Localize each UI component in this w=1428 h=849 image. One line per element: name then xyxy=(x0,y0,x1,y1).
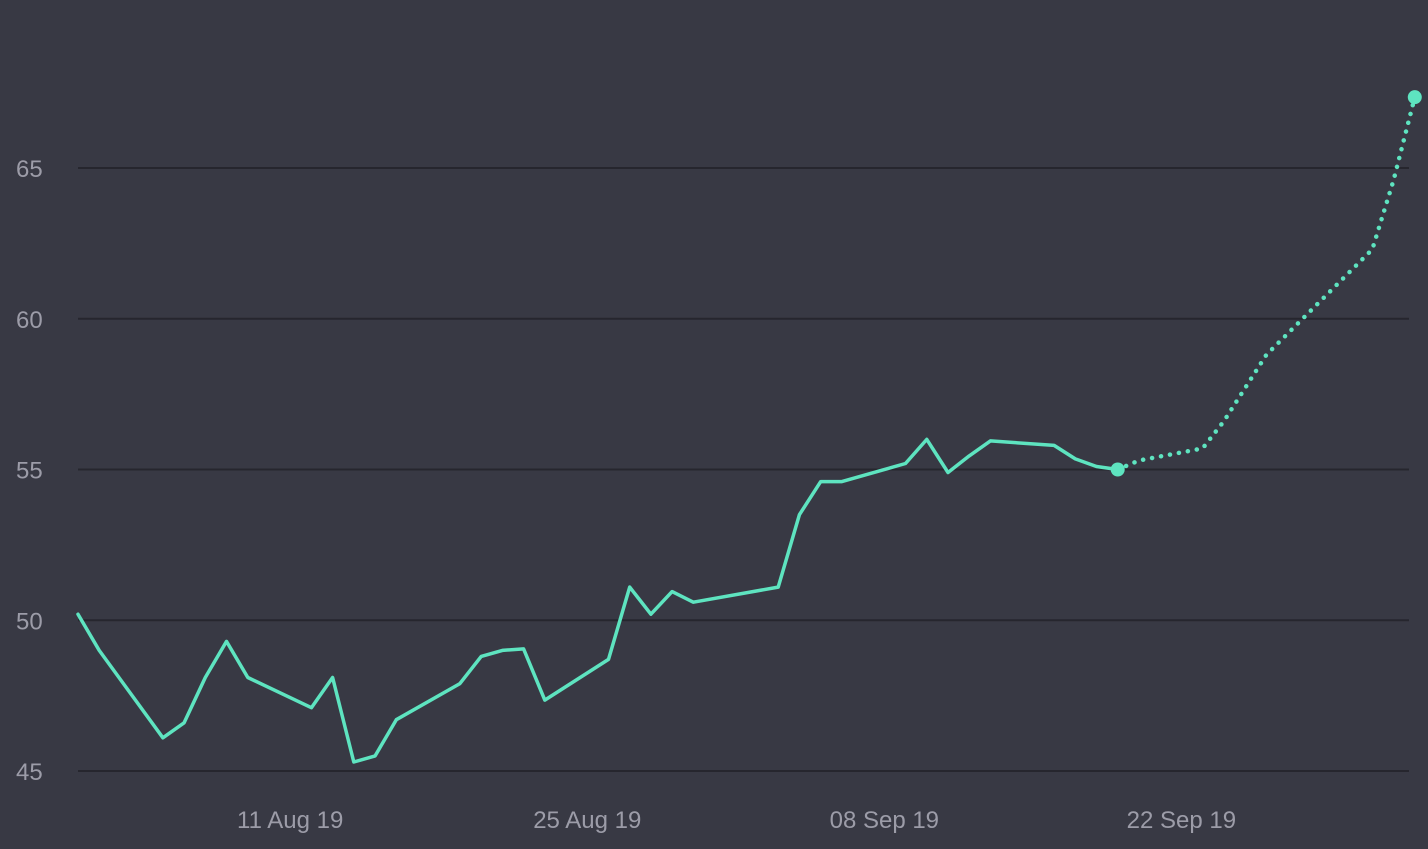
y-tick-label-55: 55 xyxy=(16,458,43,485)
forecast-line xyxy=(1115,94,1418,472)
x-tick-label-0: 11 Aug 19 xyxy=(237,807,343,834)
history-line xyxy=(76,437,1120,764)
gridlines xyxy=(78,167,1409,772)
series-lines xyxy=(76,94,1418,764)
y-tick-label-65: 65 xyxy=(16,156,43,183)
x-tick-label-1: 25 Aug 19 xyxy=(533,807,641,834)
y-tick-label-60: 60 xyxy=(16,307,43,334)
x-tick-label-3: 22 Sep 19 xyxy=(1127,807,1236,834)
data-point-marker-1[interactable] xyxy=(1407,90,1422,105)
y-axis-ticks: 45 50 55 60 65 xyxy=(16,156,43,786)
y-tick-label-50: 50 xyxy=(16,608,43,635)
data-point-marker-0[interactable] xyxy=(1110,462,1125,477)
series-markers xyxy=(1110,90,1422,477)
x-tick-label-2: 08 Sep 19 xyxy=(830,807,939,834)
x-axis-ticks: 11 Aug 19 25 Aug 19 08 Sep 19 22 Sep 19 xyxy=(237,807,1236,834)
y-tick-label-45: 45 xyxy=(16,759,43,786)
